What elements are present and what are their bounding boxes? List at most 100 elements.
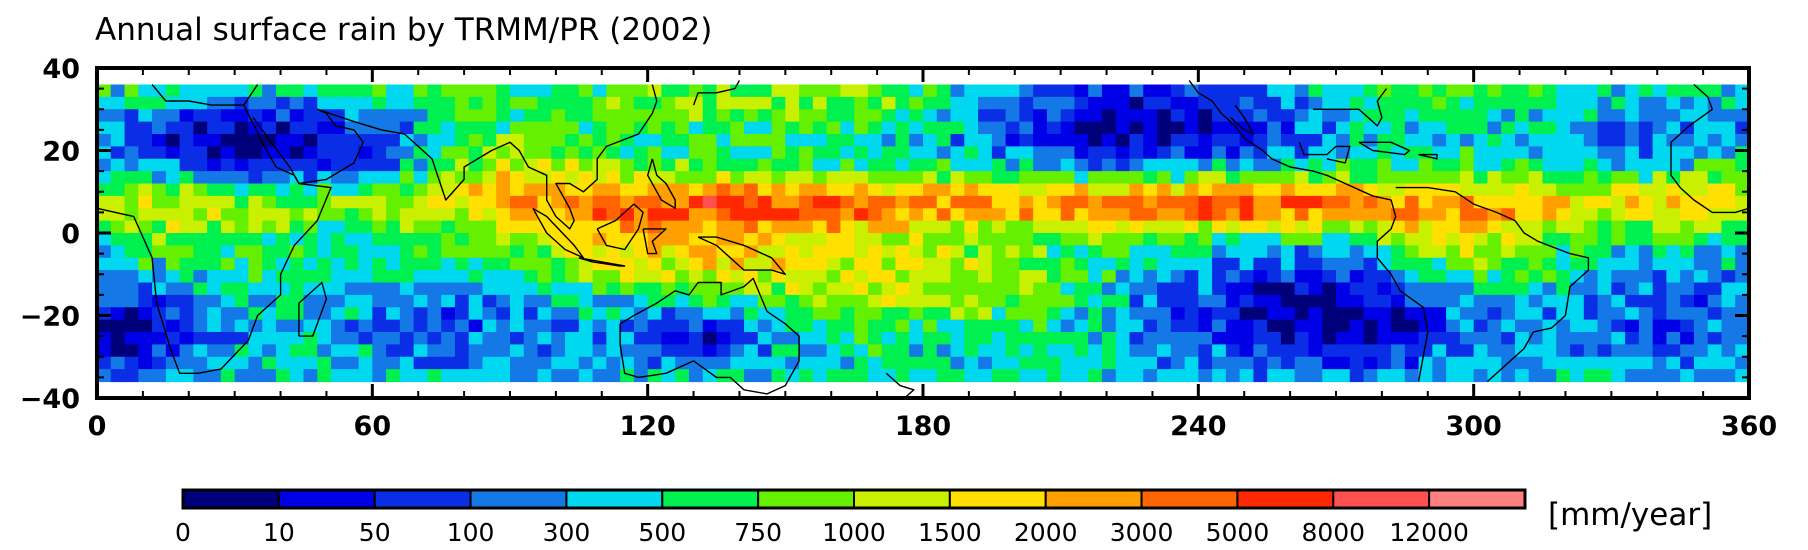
rain-cell [1570, 257, 1585, 271]
rain-cell [358, 307, 373, 321]
rain-cell [234, 208, 250, 222]
rain-cell [1060, 208, 1076, 222]
rain-cell [1336, 332, 1351, 345]
coastline [317, 84, 658, 230]
rain-cell [1487, 158, 1502, 172]
rain-cell [138, 282, 153, 296]
figure-title: Annual surface rain by TRMM/PR (2002) [95, 12, 712, 48]
rain-cell [124, 146, 139, 160]
rain-cell [1721, 282, 1736, 296]
rain-cell [468, 245, 484, 259]
rain-cell [592, 233, 607, 246]
rain-cell [1033, 84, 1048, 98]
rain-cell [1363, 307, 1378, 321]
rain-cell [317, 96, 332, 110]
rain-cell [441, 307, 456, 321]
rain-cell [950, 233, 965, 246]
rain-cell [1514, 109, 1530, 123]
rain-cell [468, 332, 484, 345]
rain-cell [220, 171, 236, 185]
rain-cell [1501, 84, 1516, 98]
rain-cell [1501, 109, 1516, 123]
rain-cell [606, 270, 621, 284]
rain-cell [688, 282, 704, 296]
rain-cell [468, 146, 484, 160]
coastline [1188, 79, 1429, 382]
rain-cell [152, 158, 167, 172]
rain-cell [1721, 307, 1736, 321]
rain-cell [1638, 220, 1654, 234]
rain-cell [1418, 109, 1433, 123]
rain-cell [482, 369, 497, 383]
rain-cell [193, 146, 208, 160]
rain-cell [702, 356, 718, 370]
rain-cell [854, 171, 869, 185]
rain-cell [565, 84, 580, 98]
rain-cell [1680, 257, 1695, 271]
rain-cell [799, 369, 814, 383]
rain-cell [1583, 220, 1599, 234]
rain-cell [936, 109, 952, 123]
rain-cell [991, 245, 1007, 259]
rain-cell [1212, 109, 1227, 123]
rain-cell [138, 356, 153, 370]
rain-cell [799, 270, 814, 284]
rain-cell [909, 307, 924, 321]
rain-cell [427, 245, 442, 259]
rain-cell [1473, 109, 1489, 123]
rain-cell [1693, 146, 1709, 160]
rain-cell [275, 84, 291, 98]
rain-cell [867, 146, 883, 160]
rain-cell [1349, 356, 1365, 370]
rain-cell [867, 307, 883, 321]
rain-cell [950, 332, 965, 345]
rain-cell [565, 319, 580, 333]
rain-cell [1693, 121, 1709, 135]
rain-cell [1267, 282, 1282, 296]
rain-cell [1501, 369, 1516, 383]
rain-cell [207, 319, 222, 333]
rain-cell [1033, 171, 1048, 185]
rain-cell [413, 294, 428, 308]
rain-cell [1170, 134, 1186, 147]
rain-cell [978, 171, 993, 185]
rain-cell [950, 109, 965, 123]
rain-cell [730, 369, 745, 383]
rain-cell [1735, 183, 1750, 197]
rain-cell [771, 257, 786, 271]
rain-cell [1459, 369, 1475, 383]
rain-cell [110, 195, 126, 209]
rain-cell [358, 109, 373, 123]
rain-cell [1570, 208, 1585, 222]
rain-cell [262, 84, 277, 98]
rain-cell [578, 344, 594, 358]
rain-cell [1129, 84, 1144, 98]
rain-cell [138, 84, 153, 98]
rain-cell [207, 344, 222, 358]
rain-cell [1294, 109, 1310, 123]
rain-cell [1294, 208, 1310, 222]
rain-cell [165, 282, 181, 296]
rain-cell [1570, 134, 1585, 147]
rain-cell [688, 84, 704, 98]
rain-cell [1625, 319, 1640, 333]
rain-cell [606, 245, 621, 259]
rain-cell [372, 195, 387, 209]
rain-cell [1046, 356, 1062, 370]
rain-cell [193, 307, 208, 321]
rain-cell [1377, 233, 1392, 246]
rain-cell [510, 146, 525, 160]
rain-cell [1570, 356, 1585, 370]
rain-cell [785, 195, 800, 209]
rain-cell [923, 356, 938, 370]
rain-cell [1680, 171, 1695, 185]
rain-cell [592, 344, 607, 358]
rain-cell [152, 344, 167, 358]
rain-cell [1060, 233, 1076, 246]
rain-cell [1528, 195, 1544, 209]
rain-cell [1625, 257, 1640, 271]
rain-cell [165, 257, 181, 271]
rain-cell [427, 195, 442, 209]
rain-cell [606, 134, 621, 147]
rain-cell [923, 121, 938, 135]
